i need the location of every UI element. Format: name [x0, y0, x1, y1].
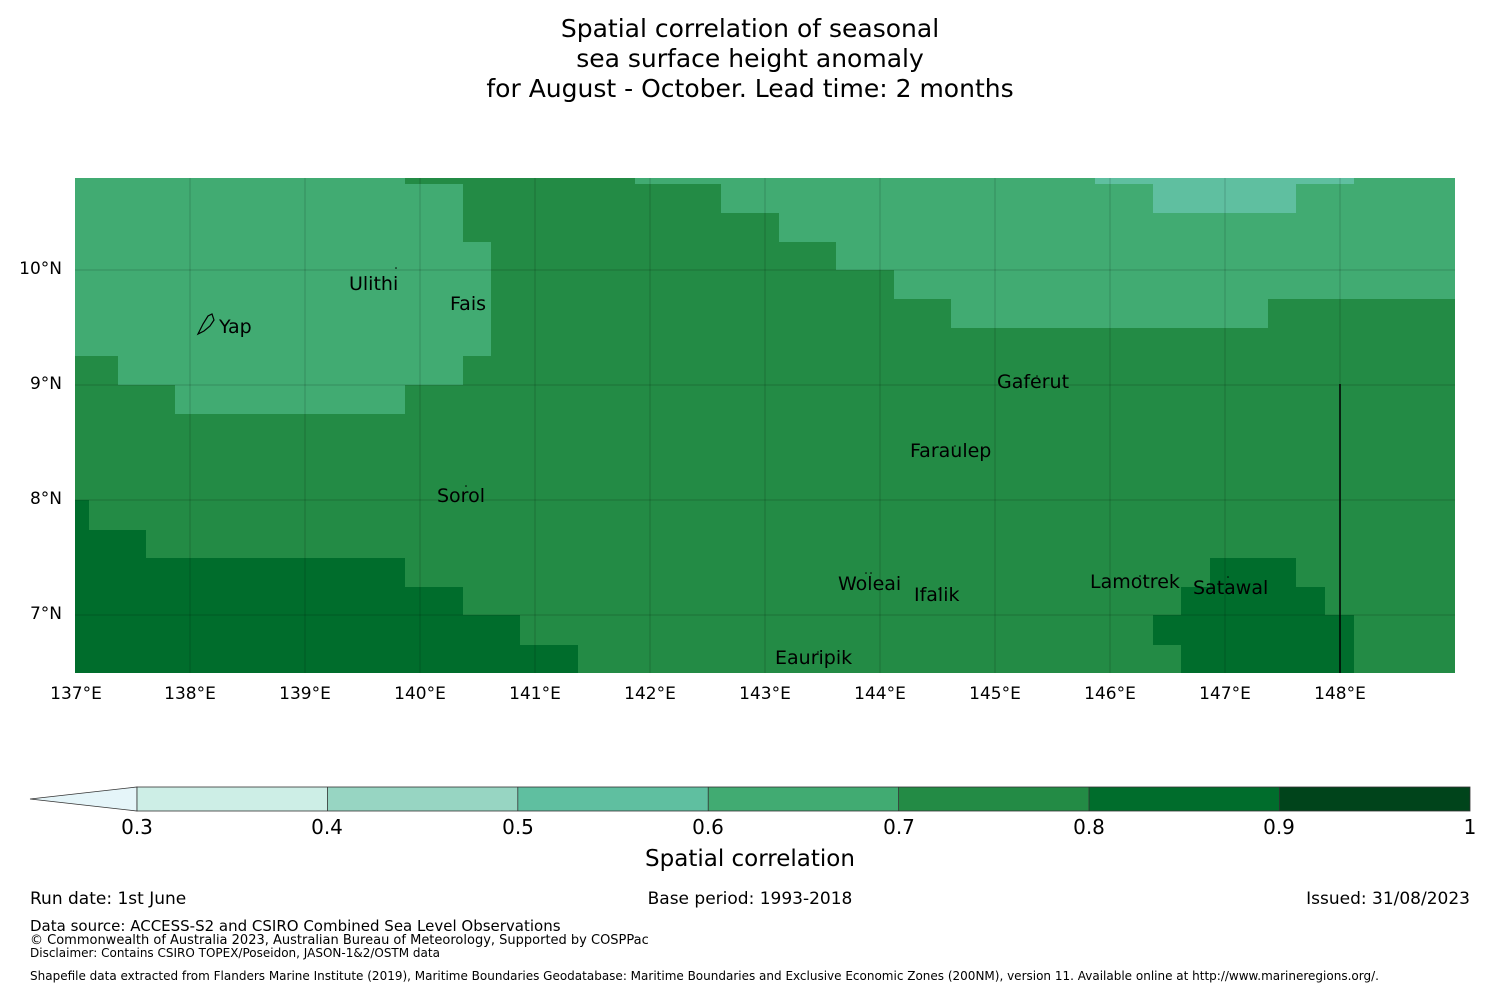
colorbar-segment-5 — [898, 787, 1089, 811]
correlation-map — [75, 178, 1455, 673]
colorbar-segment-6 — [1089, 787, 1280, 811]
region-ne-0-5 — [1095, 178, 1354, 213]
region-ne-0-6 — [635, 178, 1455, 328]
colorbar-tick-0-9: 0.9 — [1263, 815, 1295, 839]
lat-label-8n: 8°N — [29, 489, 62, 509]
colorbar-segment-7 — [1279, 787, 1470, 811]
yap-island-shape — [196, 313, 215, 336]
run-date: Run date: 1st June — [30, 889, 187, 909]
place-label-yap: Yap — [219, 316, 252, 338]
place-label-woleai: Woleai — [838, 573, 902, 595]
issued-date: Issued: 31/08/2023 — [1306, 889, 1470, 909]
disclaimer: Disclaimer: Contains CSIRO TOPEX/Poseido… — [30, 946, 440, 960]
place-label-ulithi: Ulithi — [349, 273, 399, 295]
base-period: Base period: 1993-2018 — [647, 889, 853, 909]
colorbar-segment-2 — [327, 787, 518, 811]
region-nw-0-6 — [75, 178, 491, 414]
colorbar-tick-0-4: 0.4 — [311, 815, 343, 839]
colorbar-tick-0-3: 0.3 — [121, 815, 153, 839]
lat-label-9n: 9°N — [29, 374, 62, 394]
colorbar — [29, 786, 1471, 812]
lon-label-145e: 145°E — [969, 684, 1021, 704]
lon-label-146e: 146°E — [1084, 684, 1136, 704]
colorbar-segment-3 — [517, 787, 709, 811]
map-title: Spatial correlation of seasonal sea surf… — [0, 14, 1500, 104]
data-source: Data source: ACCESS-S2 and CSIRO Combine… — [30, 917, 561, 935]
colorbar-segment-1 — [137, 787, 328, 811]
lon-label-140e: 140°E — [394, 684, 446, 704]
island-dots — [395, 267, 1229, 653]
colorbar-tick-0-5: 0.5 — [502, 815, 534, 839]
colorbar-tick-0-6: 0.6 — [692, 815, 724, 839]
lat-label-10n: 10°N — [19, 259, 62, 279]
lon-label-144e: 144°E — [854, 684, 906, 704]
colorbar-segment-4 — [708, 787, 899, 811]
lon-label-137e: 137°E — [50, 684, 102, 704]
copyright: © Commonwealth of Australia 2023, Austra… — [30, 933, 649, 948]
shapefile-credit: Shapefile data extracted from Flanders M… — [30, 969, 1379, 983]
lon-label-147e: 147°E — [1199, 684, 1251, 704]
title-line-3: for August - October. Lead time: 2 month… — [486, 74, 1014, 103]
lon-label-148e: 148°E — [1314, 684, 1366, 704]
region-sw-0-8 — [75, 500, 578, 673]
place-label-fais: Fais — [450, 293, 487, 315]
place-label-gaferut: Gaferut — [997, 371, 1070, 393]
lon-label-138e: 138°E — [164, 684, 216, 704]
region-se-0-8 — [1153, 558, 1354, 673]
lat-label-7n: 7°N — [29, 604, 62, 624]
colorbar-label: Spatial correlation — [645, 846, 855, 872]
lon-label-139e: 139°E — [279, 684, 331, 704]
lon-label-143e: 143°E — [739, 684, 791, 704]
lon-label-141e: 141°E — [509, 684, 561, 704]
place-label-sorol: Sorol — [437, 485, 485, 507]
place-label-eauripik: Eauripik — [775, 647, 853, 669]
title-line-1: Spatial correlation of seasonal — [560, 14, 940, 43]
colorbar-outline — [136, 786, 1471, 812]
place-label-faraulep: Faraulep — [910, 440, 992, 462]
colorbar-extend-arrow — [29, 786, 138, 812]
colorbar-tick-0-8: 0.8 — [1073, 815, 1105, 839]
place-label-ifalik: Ifalik — [914, 584, 960, 606]
place-label-satawal: Satawal — [1193, 577, 1269, 599]
colorbar-tick-0-7: 0.7 — [883, 815, 915, 839]
gridlines — [75, 178, 1455, 673]
colorbar-tick-1: 1 — [1463, 815, 1477, 839]
place-label-lamotrek: Lamotrek — [1090, 571, 1180, 593]
lon-label-142e: 142°E — [624, 684, 676, 704]
title-line-2: sea surface height anomaly — [576, 44, 924, 73]
